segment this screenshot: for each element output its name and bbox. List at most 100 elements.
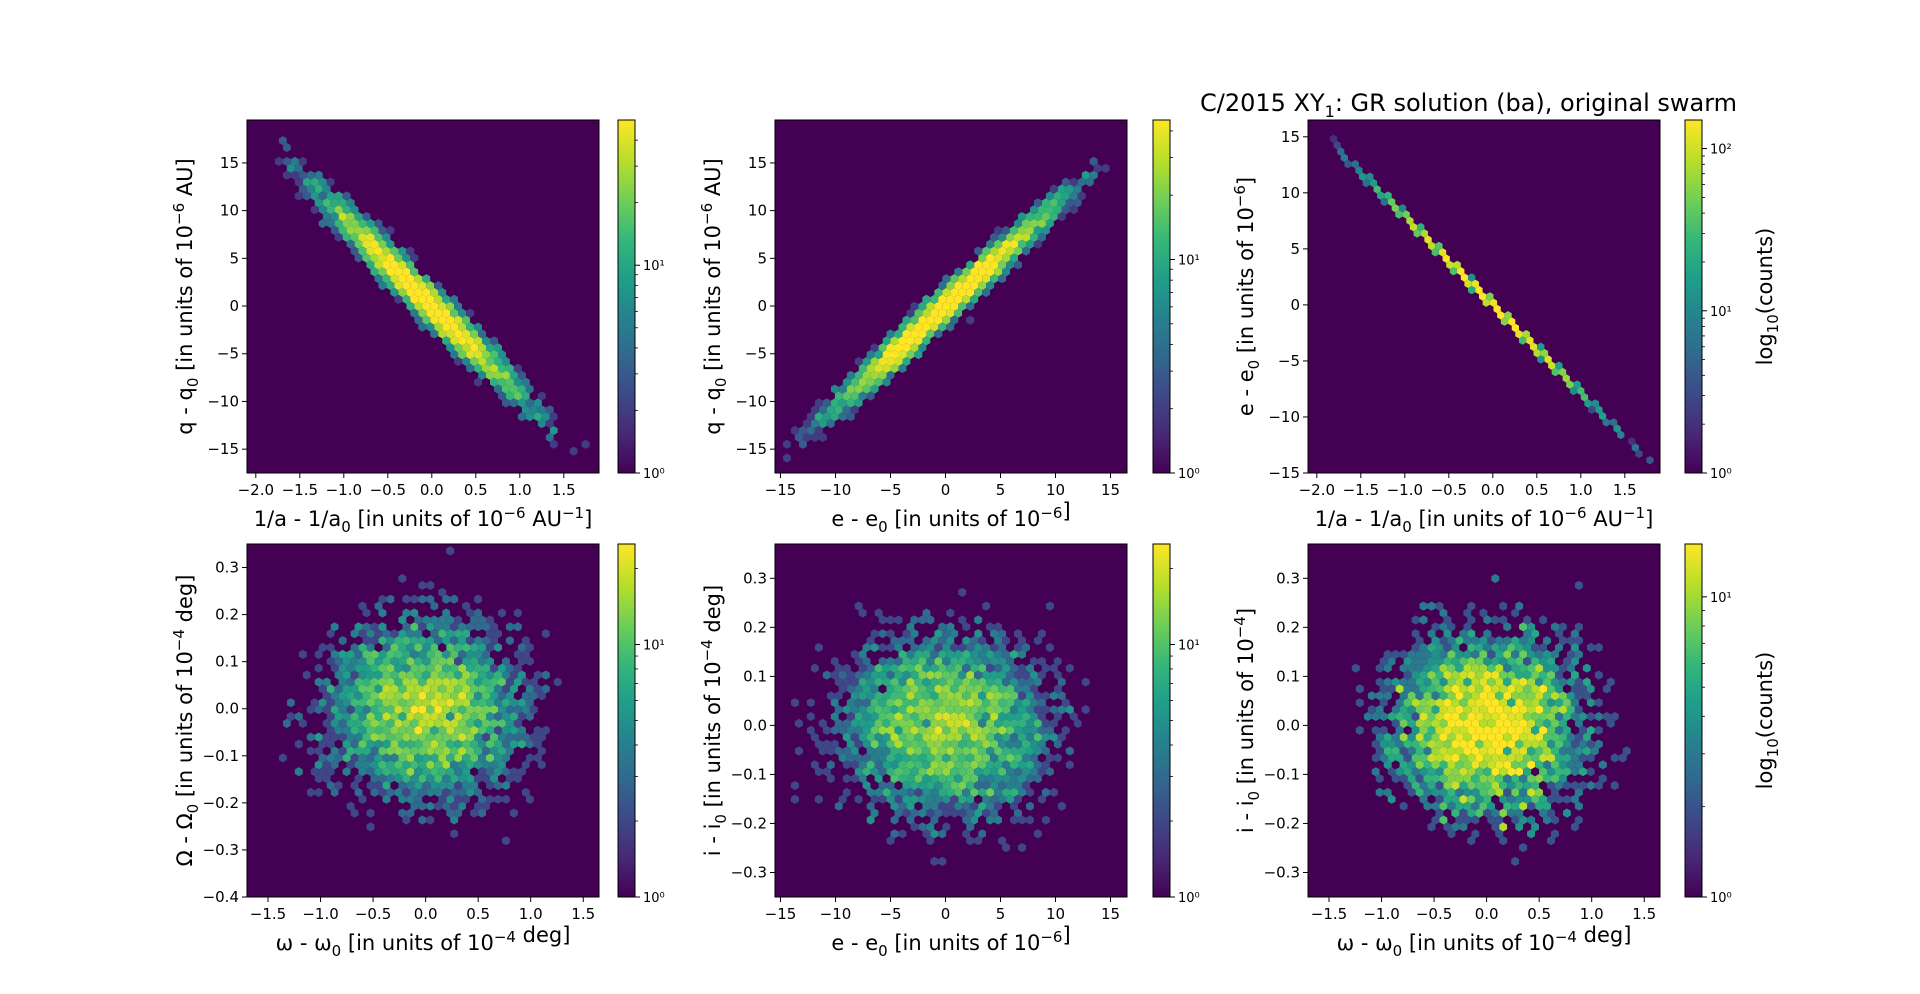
hex-cell bbox=[470, 725, 479, 735]
hex-cell bbox=[1483, 656, 1492, 666]
hex-cell bbox=[390, 739, 399, 749]
hex-cell bbox=[966, 739, 975, 749]
hex-cell bbox=[914, 705, 923, 715]
hex-cell bbox=[902, 836, 911, 846]
hex-cell bbox=[498, 691, 506, 701]
hex-cell bbox=[1014, 642, 1022, 653]
hex-cell bbox=[846, 656, 855, 666]
hex-cell bbox=[838, 398, 847, 408]
hex-cell bbox=[502, 725, 510, 735]
hex-cell bbox=[1065, 787, 1074, 797]
hex-cell bbox=[1398, 216, 1407, 225]
hex-cell bbox=[1447, 677, 1456, 687]
hex-cell bbox=[342, 753, 351, 763]
hex-cell bbox=[390, 642, 399, 653]
hex-cell bbox=[830, 698, 839, 708]
hex-cell bbox=[1463, 636, 1472, 646]
hex-cell bbox=[862, 398, 871, 408]
hex-cell bbox=[430, 711, 439, 722]
hex-cell bbox=[1646, 456, 1654, 465]
hex-cell bbox=[1455, 622, 1464, 632]
hex-cell bbox=[910, 739, 919, 749]
hex-cell bbox=[334, 205, 343, 215]
hex-cell bbox=[898, 760, 907, 770]
hex-cell bbox=[826, 774, 835, 784]
hex-cell bbox=[1443, 753, 1452, 763]
hex-cell bbox=[1471, 691, 1480, 701]
hex-cell bbox=[986, 691, 995, 701]
hex-cell bbox=[442, 663, 451, 673]
y-tick-label: 10 bbox=[220, 202, 239, 220]
hex-cell bbox=[466, 718, 475, 728]
hex-cell bbox=[450, 622, 459, 632]
hex-cell bbox=[1010, 253, 1018, 263]
hex-cell bbox=[946, 691, 955, 701]
hex-cell bbox=[978, 718, 987, 728]
hex-cell bbox=[942, 301, 951, 311]
hex-cell bbox=[1014, 629, 1022, 639]
hex-cell bbox=[1523, 698, 1532, 708]
hex-cell bbox=[1464, 279, 1472, 288]
hex-cell bbox=[406, 629, 415, 639]
hex-cell bbox=[462, 615, 471, 625]
y-tick-label: −0.2 bbox=[731, 814, 767, 832]
hex-cell bbox=[1002, 787, 1010, 797]
hex-cell bbox=[362, 801, 371, 811]
hex-cell bbox=[1431, 622, 1440, 632]
hex-cell bbox=[430, 343, 439, 353]
hex-cell bbox=[930, 663, 939, 673]
hex-cell bbox=[422, 711, 431, 722]
hex-cell bbox=[406, 615, 415, 625]
hex-cell bbox=[1427, 808, 1436, 818]
hex-cell bbox=[418, 336, 427, 346]
hex-cell bbox=[1563, 739, 1571, 749]
hex-cell bbox=[1077, 191, 1086, 201]
hex-cell bbox=[1578, 684, 1587, 694]
panel-bottom-left: −1.5 −1.0 −0.5 0.0 0.5 1.0 1.5−0.4−0.3−0.2−0.1… bbox=[170, 543, 665, 960]
hex-cell bbox=[378, 705, 387, 715]
hex-cell bbox=[494, 780, 502, 791]
hex-cell bbox=[529, 391, 538, 401]
hex-cell bbox=[926, 315, 935, 325]
hex-cell bbox=[834, 705, 843, 715]
hex-cell bbox=[1535, 801, 1543, 811]
hex-cell bbox=[1010, 705, 1018, 715]
hex-cell bbox=[418, 732, 427, 742]
hex-cell bbox=[1026, 746, 1034, 756]
hex-cell bbox=[1527, 829, 1536, 839]
hex-cell bbox=[934, 615, 943, 625]
hex-cell bbox=[434, 622, 443, 632]
hex-cell bbox=[1423, 746, 1432, 756]
hex-cell bbox=[1519, 622, 1528, 632]
hex-cell bbox=[342, 615, 351, 625]
hex-cell bbox=[1563, 808, 1571, 818]
hex-cell bbox=[422, 753, 431, 763]
hex-cell bbox=[354, 746, 363, 756]
hex-cell bbox=[350, 205, 359, 215]
hex-cell bbox=[1467, 725, 1476, 735]
hex-cell bbox=[509, 698, 518, 708]
hex-cell bbox=[950, 794, 959, 804]
hex-cell bbox=[318, 177, 327, 187]
hex-cell bbox=[1451, 615, 1460, 625]
hex-cell bbox=[1574, 677, 1583, 687]
hex-cell bbox=[794, 746, 803, 756]
hex-cell bbox=[1499, 767, 1508, 777]
hex-cell bbox=[386, 815, 395, 825]
hex-cell bbox=[1495, 801, 1504, 811]
hex-cell bbox=[525, 642, 534, 653]
hex-cell bbox=[922, 856, 931, 866]
hex-cell bbox=[414, 698, 423, 708]
hex-cell bbox=[1451, 601, 1460, 611]
hex-cell bbox=[1559, 829, 1567, 839]
hex-cell bbox=[342, 780, 351, 791]
hex-cell bbox=[1578, 739, 1587, 749]
hex-cell bbox=[394, 267, 403, 277]
hex-cell bbox=[310, 642, 319, 653]
hex-cell bbox=[1463, 580, 1472, 590]
hex-cell bbox=[1519, 787, 1528, 797]
label-mid: [in units of 10 bbox=[701, 661, 725, 814]
hex-cell bbox=[994, 691, 1003, 701]
hex-cell bbox=[934, 587, 943, 597]
hex-cell bbox=[422, 287, 431, 298]
